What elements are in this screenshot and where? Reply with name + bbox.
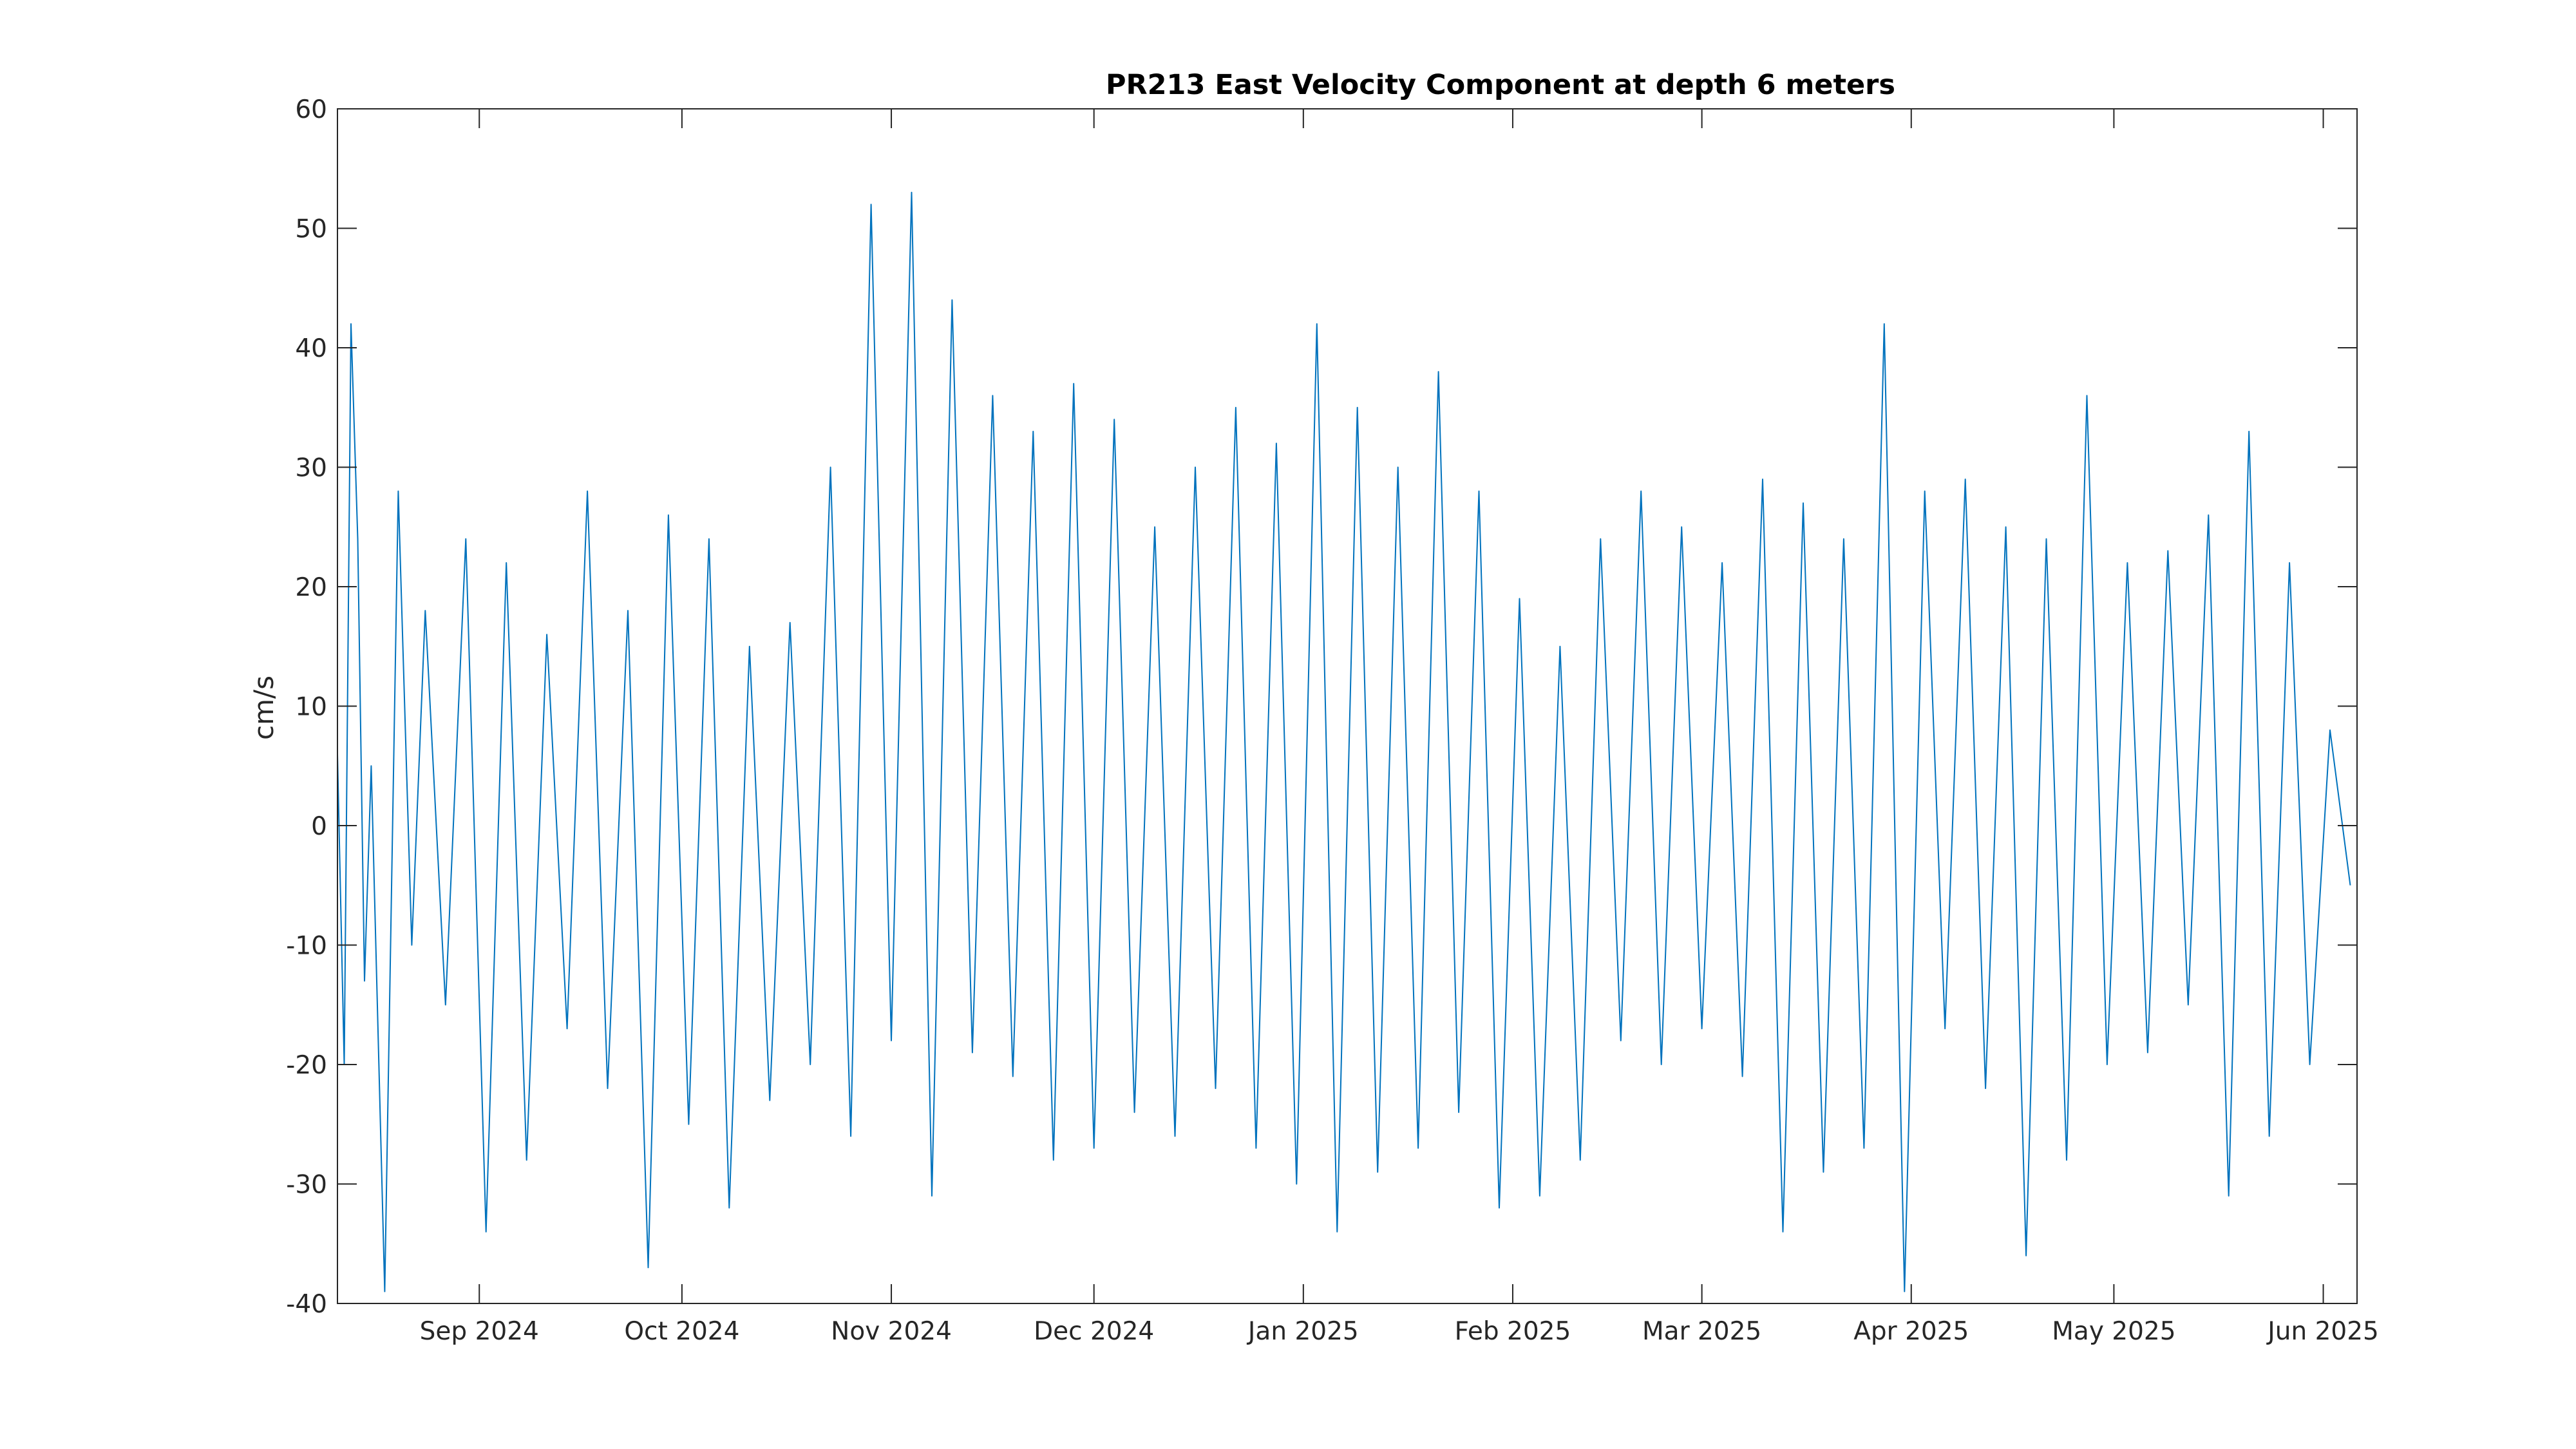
y-tick-label: 20 bbox=[295, 573, 327, 602]
y-tick-label: 30 bbox=[295, 454, 327, 483]
axes-box bbox=[337, 108, 2358, 1304]
y-tick-label: -20 bbox=[286, 1051, 327, 1080]
x-tick-label: Nov 2024 bbox=[831, 1317, 952, 1346]
x-tick-label: Feb 2025 bbox=[1455, 1317, 1571, 1346]
plot-area bbox=[337, 191, 2351, 1293]
x-tick-label: Jun 2025 bbox=[2266, 1317, 2379, 1346]
series-line-1 bbox=[337, 191, 2351, 1293]
y-axis: -40 -30 -20 -10 0 10 20 30 40 50 60 bbox=[286, 95, 2357, 1319]
y-tick-label: 40 bbox=[295, 334, 327, 363]
y-tick-label: 50 bbox=[295, 215, 327, 244]
y-tick-label: 0 bbox=[311, 812, 327, 841]
y-tick-label: -30 bbox=[286, 1171, 327, 1200]
y-axis-title: cm/s bbox=[248, 676, 279, 740]
x-axis: Sep 2024 Oct 2024 Nov 2024 Dec 2024 Jan 2025… bbox=[420, 109, 2379, 1346]
y-tick-label: -40 bbox=[286, 1290, 327, 1319]
chart-title: PR213 East Velocity Component at depth 6… bbox=[1106, 69, 1895, 101]
y-tick-label: 10 bbox=[295, 693, 327, 722]
x-tick-label: Jan 2025 bbox=[1246, 1317, 1359, 1346]
x-tick-label: May 2025 bbox=[2052, 1317, 2175, 1346]
x-tick-label: Oct 2024 bbox=[624, 1317, 739, 1346]
x-tick-label: Apr 2025 bbox=[1853, 1317, 1969, 1346]
x-tick-label: Mar 2025 bbox=[1642, 1317, 1761, 1346]
y-tick-label: -10 bbox=[286, 932, 327, 961]
x-tick-label: Dec 2024 bbox=[1034, 1317, 1154, 1346]
y-tick-label: 60 bbox=[295, 95, 327, 124]
x-tick-label: Sep 2024 bbox=[420, 1317, 539, 1346]
